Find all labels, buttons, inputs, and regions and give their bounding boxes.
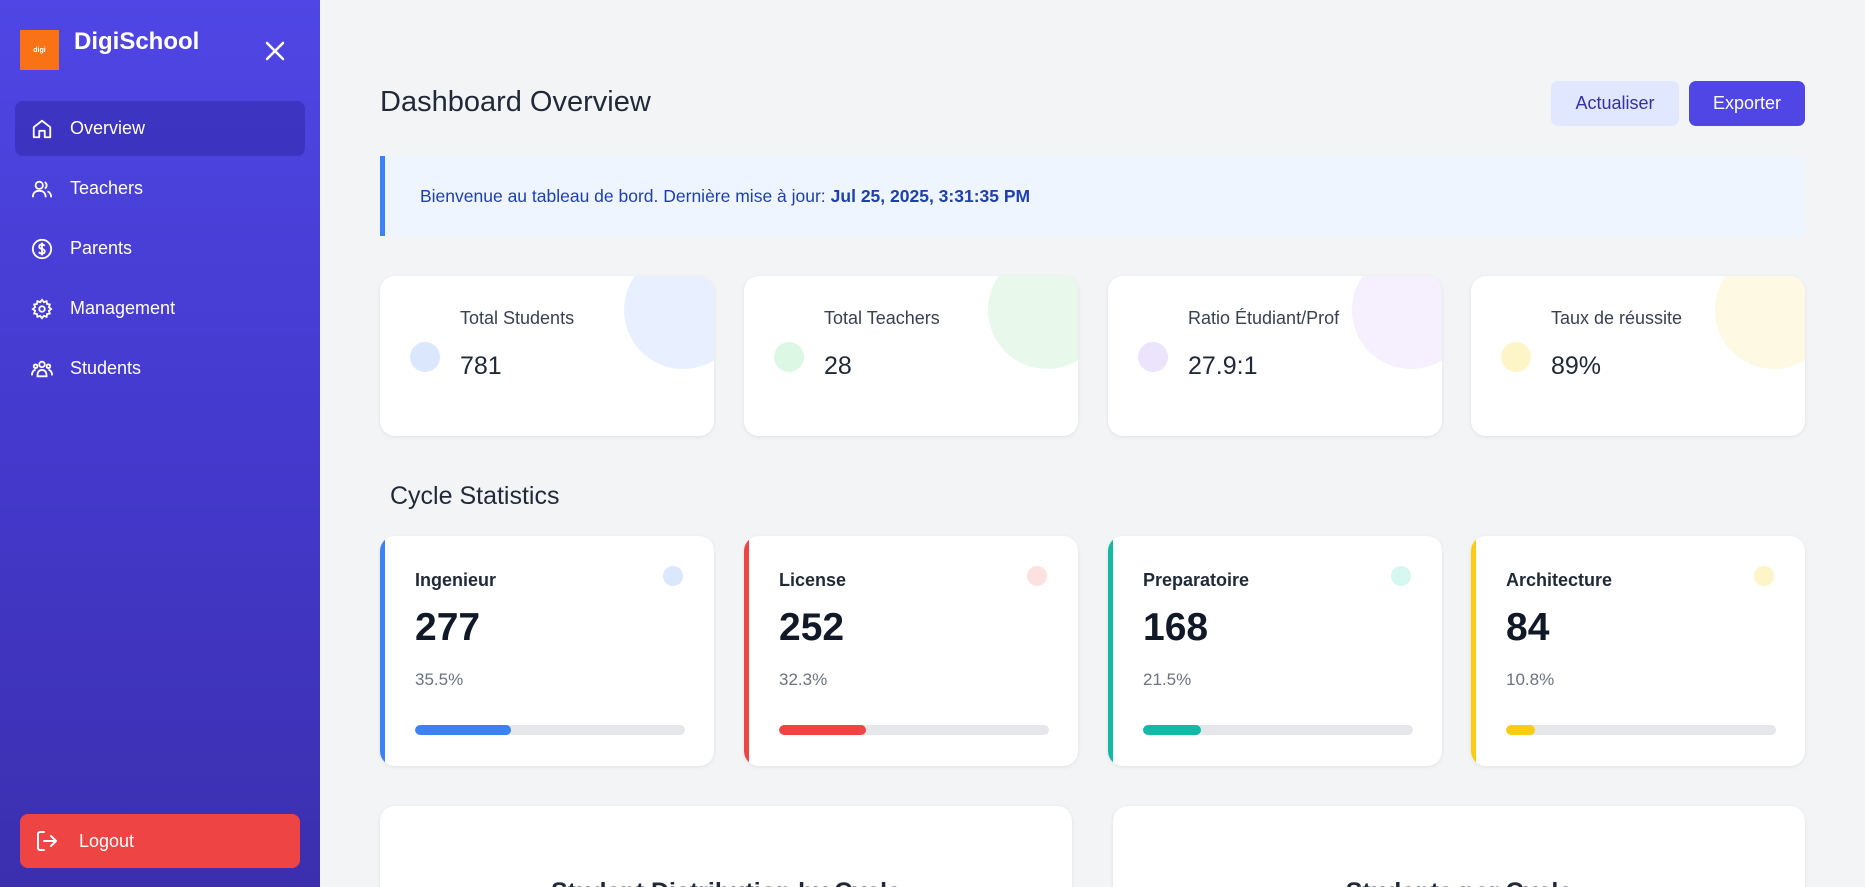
progress-fill: [415, 725, 511, 735]
cycle-name: License: [779, 570, 847, 590]
cycle-percent: 10.8%: [1506, 670, 1555, 689]
main-content: Dashboard Overview Actualiser Exporter B…: [320, 0, 1865, 887]
chart-title: Students per Cycle: [1113, 878, 1805, 887]
cycle-percent: 35.5%: [415, 670, 464, 689]
decorative-circle: [988, 276, 1078, 369]
sidebar-item-label: Teachers: [70, 178, 144, 198]
logout-label: Logout: [79, 830, 135, 851]
sidebar-item-label: Students: [70, 358, 142, 378]
stat-icon-dot: [774, 342, 804, 372]
cycle-count: 168: [1143, 606, 1209, 649]
cycle-percent: 32.3%: [779, 670, 828, 689]
sidebar-item-students[interactable]: Students: [15, 341, 305, 396]
page-title: Dashboard Overview: [380, 86, 651, 118]
close-sidebar-button[interactable]: [262, 38, 288, 64]
cycle-dot: [1391, 566, 1411, 586]
progress-fill: [1143, 725, 1202, 735]
cycle-accent-bar: [1108, 536, 1113, 766]
progress-fill: [1506, 725, 1536, 735]
cycle-name: Architecture: [1506, 570, 1613, 590]
stat-card-ratio: Ratio Étudiant/Prof 27.9:1: [1108, 276, 1442, 436]
stat-card-total-students: Total Students 781: [380, 276, 714, 436]
sidebar-item-label: Management: [70, 298, 176, 318]
group-icon: [30, 357, 54, 381]
brand: digi DigiSchool: [20, 28, 200, 70]
cycle-dot: [1027, 566, 1047, 586]
sidebar-item-label: Parents: [70, 238, 133, 258]
stat-label: Total Students: [460, 308, 575, 328]
logout-icon: [35, 829, 59, 853]
brand-name: DigiSchool: [74, 28, 200, 55]
cycle-section-title: Cycle Statistics: [390, 482, 560, 510]
welcome-banner: Bienvenue au tableau de bord. Dernière m…: [380, 156, 1805, 236]
brand-logo: digi: [20, 30, 59, 70]
sidebar: digi DigiSchool Overview Teachers: [0, 0, 320, 887]
decorative-circle: [624, 276, 714, 369]
chart-card-distribution: Student Distribution by Cycle: [380, 806, 1072, 887]
progress-track: [1506, 725, 1776, 735]
cycle-dot: [663, 566, 683, 586]
gear-icon: [30, 297, 54, 321]
logo-text: digi: [33, 46, 46, 54]
cycle-count: 84: [1506, 606, 1550, 649]
cycle-accent-bar: [744, 536, 749, 766]
cycle-card-architecture: Architecture 84 10.8%: [1471, 536, 1805, 766]
stat-icon-dot: [1501, 342, 1531, 372]
banner-text: Bienvenue au tableau de bord. Dernière m…: [420, 185, 826, 206]
cycle-count: 277: [415, 606, 481, 649]
progress-track: [779, 725, 1049, 735]
banner-timestamp: Jul 25, 2025, 3:31:35 PM: [830, 185, 1031, 206]
stat-icon-dot: [1138, 342, 1168, 372]
dollar-icon: [30, 237, 54, 261]
cycle-card-ingenieur: Ingenieur 277 35.5%: [380, 536, 714, 766]
cycle-accent-bar: [380, 536, 385, 766]
sidebar-item-management[interactable]: Management: [15, 281, 305, 336]
logout-button[interactable]: Logout: [20, 814, 300, 868]
cycle-accent-bar: [1471, 536, 1476, 766]
stat-value: 781: [460, 352, 502, 380]
cycle-card-license: License 252 32.3%: [744, 536, 1078, 766]
cycle-percent: 21.5%: [1143, 670, 1192, 689]
close-icon: [265, 41, 285, 61]
decorative-circle: [1352, 276, 1442, 369]
stat-label: Taux de réussite: [1551, 308, 1683, 328]
stat-icon-dot: [410, 342, 440, 372]
cycle-count: 252: [779, 606, 845, 649]
stat-card-total-teachers: Total Teachers 28: [744, 276, 1078, 436]
cycle-dot: [1754, 566, 1774, 586]
sidebar-item-overview[interactable]: Overview: [15, 101, 305, 156]
sidebar-item-parents[interactable]: Parents: [15, 221, 305, 276]
home-icon: [30, 117, 54, 141]
stat-label: Ratio Étudiant/Prof: [1188, 308, 1340, 328]
sidebar-item-label: Overview: [70, 118, 146, 138]
chart-title: Student Distribution by Cycle: [380, 878, 1072, 887]
stat-value: 28: [824, 352, 852, 380]
progress-fill: [779, 725, 867, 735]
cycle-name: Ingenieur: [415, 570, 497, 590]
stat-value: 27.9:1: [1188, 352, 1258, 380]
chart-card-per-cycle: Students per Cycle: [1113, 806, 1805, 887]
cycle-name: Preparatoire: [1143, 570, 1250, 590]
stat-card-success-rate: Taux de réussite 89%: [1471, 276, 1805, 436]
refresh-button[interactable]: Actualiser: [1551, 81, 1679, 126]
progress-track: [415, 725, 685, 735]
export-button[interactable]: Exporter: [1689, 81, 1805, 126]
users-icon: [30, 177, 54, 201]
stat-value: 89%: [1551, 352, 1602, 380]
decorative-circle: [1715, 276, 1805, 369]
sidebar-item-teachers[interactable]: Teachers: [15, 161, 305, 216]
cycle-card-preparatoire: Preparatoire 168 21.5%: [1108, 536, 1442, 766]
progress-track: [1143, 725, 1413, 735]
stat-label: Total Teachers: [824, 308, 940, 328]
sidebar-nav: Overview Teachers Parents: [15, 101, 305, 401]
